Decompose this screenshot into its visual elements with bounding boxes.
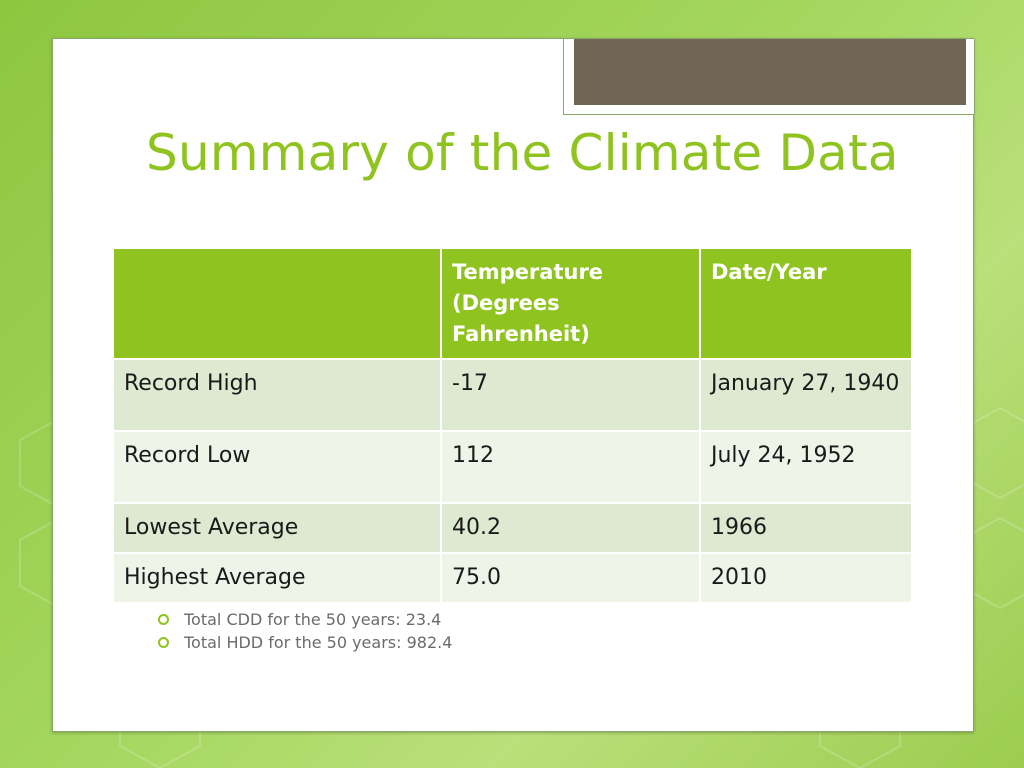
table-cell-temperature: -17 bbox=[440, 358, 701, 432]
table-cell-temperature: 75.0 bbox=[440, 552, 701, 604]
table-header-date-year: Date/Year bbox=[699, 247, 913, 360]
table-header-temperature: Temperature (Degrees Fahrenheit) bbox=[440, 247, 701, 360]
table-cell-date: January 27, 1940 bbox=[699, 358, 913, 432]
table-cell-temperature: 40.2 bbox=[440, 502, 701, 554]
bullet-text: Total CDD for the 50 years: 23.4 bbox=[184, 610, 442, 629]
table-cell-label: Record Low bbox=[112, 430, 442, 504]
title-tab-accent bbox=[574, 39, 966, 105]
slide-title: Summary of the Climate Data bbox=[146, 124, 899, 182]
table-row: Highest Average 75.0 2010 bbox=[112, 552, 913, 604]
table-cell-label: Highest Average bbox=[112, 552, 442, 604]
table-row: Record Low 112 July 24, 1952 bbox=[112, 430, 913, 504]
table-row: Record High -17 January 27, 1940 bbox=[112, 358, 913, 432]
circle-bullet-icon bbox=[158, 637, 169, 648]
table-header-row: Temperature (Degrees Fahrenheit) Date/Ye… bbox=[112, 247, 913, 360]
summary-bullet-list: Total CDD for the 50 years: 23.4 Total H… bbox=[158, 608, 452, 654]
bullet-text: Total HDD for the 50 years: 982.4 bbox=[184, 633, 453, 652]
list-item: Total HDD for the 50 years: 982.4 bbox=[158, 631, 452, 654]
table-cell-date: 1966 bbox=[699, 502, 913, 554]
table-header-blank bbox=[112, 247, 442, 360]
list-item: Total CDD for the 50 years: 23.4 bbox=[158, 608, 452, 631]
title-tab-frame bbox=[563, 39, 975, 115]
table-cell-label: Record High bbox=[112, 358, 442, 432]
circle-bullet-icon bbox=[158, 614, 169, 625]
table-cell-date: July 24, 1952 bbox=[699, 430, 913, 504]
table-cell-label: Lowest Average bbox=[112, 502, 442, 554]
table-cell-date: 2010 bbox=[699, 552, 913, 604]
climate-summary-table: Temperature (Degrees Fahrenheit) Date/Ye… bbox=[112, 247, 913, 604]
table-row: Lowest Average 40.2 1966 bbox=[112, 502, 913, 554]
table-cell-temperature: 112 bbox=[440, 430, 701, 504]
